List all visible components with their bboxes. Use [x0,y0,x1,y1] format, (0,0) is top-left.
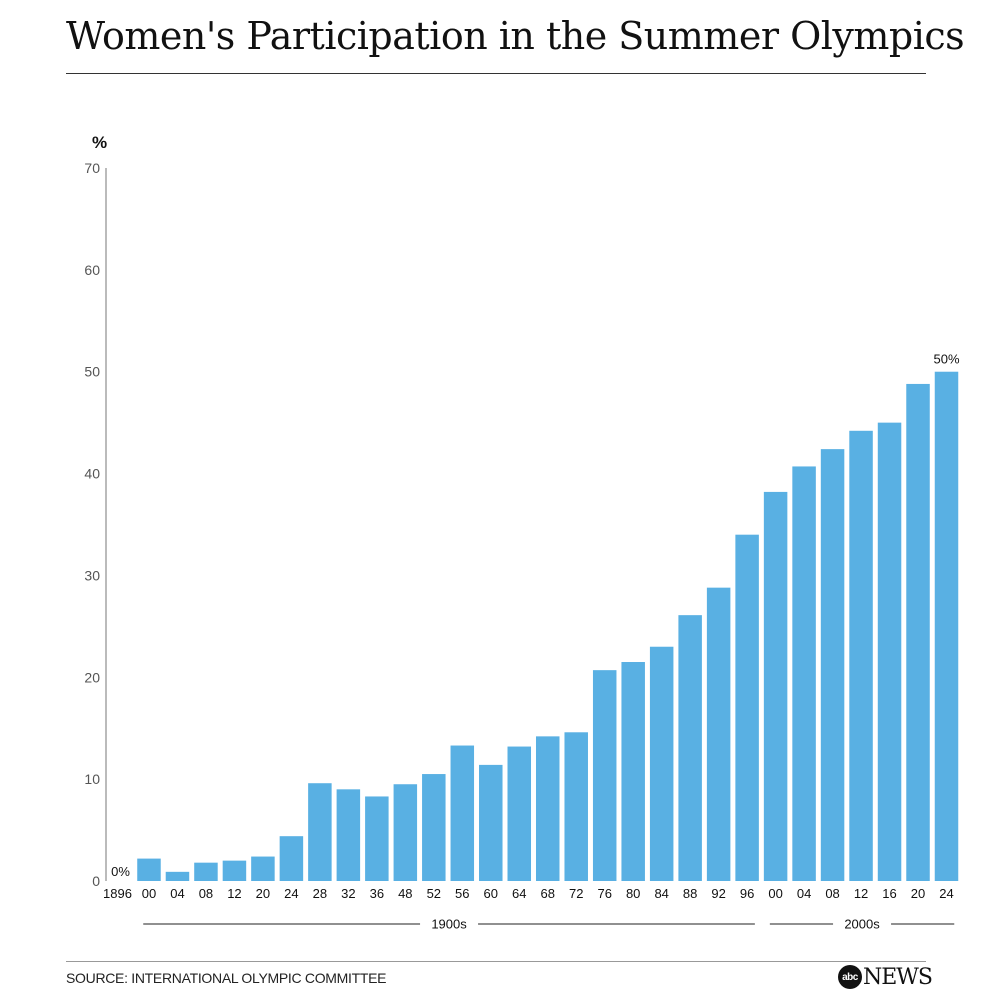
x-tick-label: 24 [939,886,953,901]
bar [422,774,446,881]
x-tick-label: 20 [911,886,925,901]
x-tick-label: 08 [199,886,213,901]
x-tick-label: 04 [170,886,184,901]
x-tick-label: 20 [256,886,270,901]
x-tick-label: 00 [768,886,782,901]
abc-logo-icon: abc [838,965,862,989]
x-tick-label: 76 [597,886,611,901]
bar [507,746,532,881]
bar [763,491,788,881]
x-tick-label: 08 [825,886,839,901]
x-tick-label: 56 [455,886,469,901]
title-divider [66,73,926,74]
decade-label: 2000s [844,917,880,932]
x-tick-label: 04 [797,886,811,901]
bar [336,789,361,881]
x-tick-label: 36 [370,886,384,901]
page-title: Women's Participation in the Summer Olym… [66,14,965,58]
x-tick-label: 12 [854,886,868,901]
y-tick-label: 70 [84,160,100,176]
bar [535,736,560,881]
source-note: SOURCE: INTERNATIONAL OLYMPIC COMMITTEE [66,970,387,986]
abc-news-logo: abc NEWS [838,964,933,990]
x-tick-label: 80 [626,886,640,901]
bar [706,587,731,881]
y-tick-label: 30 [84,567,100,583]
y-tick-label: 20 [84,669,100,685]
bar [820,449,845,881]
bar [222,860,247,881]
x-tick-label: 92 [711,886,725,901]
y-tick-label: 40 [84,466,100,482]
decade-label: 1900s [431,917,467,932]
bar [792,466,816,881]
bar [877,422,902,881]
x-tick-label: 00 [142,886,156,901]
y-tick-label: 60 [84,262,100,278]
x-tick-label: 12 [227,886,241,901]
x-tick-label: 68 [541,886,555,901]
logo-news-text: NEWS [863,964,933,990]
bar [906,383,930,881]
bar-chart: % 0 10 20 30 40 50 60 70 1896 00 04 08 12 20 24 28 32 36 48… [84,133,960,932]
x-tick-label: 96 [740,886,754,901]
bar [849,430,873,881]
y-tick-label: 10 [84,771,100,787]
data-label: 50% [933,352,959,367]
x-tick-label: 72 [569,886,583,901]
bar [678,615,702,881]
bar [251,856,275,881]
bar [194,862,218,881]
data-label: 0% [111,864,130,879]
bar [137,858,161,881]
bar [165,871,190,881]
bar [279,836,304,881]
x-tick-label: 52 [427,886,441,901]
x-tick-label: 88 [683,886,697,901]
bar [649,646,674,881]
x-tick-label: 32 [341,886,355,901]
x-tick-label: 48 [398,886,412,901]
y-tick-label: 0 [92,873,100,889]
x-tick-label: 1896 [103,886,132,901]
bar [393,784,418,881]
x-tick-label: 64 [512,886,526,901]
bar [365,796,389,881]
footer-divider [66,961,926,962]
bar [934,371,959,881]
bar [621,662,645,881]
x-tick-label: 28 [313,886,327,901]
bar [564,732,588,881]
bar [450,745,475,881]
bar [308,783,332,881]
x-tick-label: 24 [284,886,298,901]
x-tick-label: 16 [882,886,896,901]
x-tick-label: 84 [654,886,668,901]
bar [592,670,617,881]
bar [735,534,759,881]
bar [479,764,503,881]
y-axis-label: % [92,133,107,152]
y-tick-label: 50 [84,364,100,380]
x-tick-label: 60 [484,886,498,901]
